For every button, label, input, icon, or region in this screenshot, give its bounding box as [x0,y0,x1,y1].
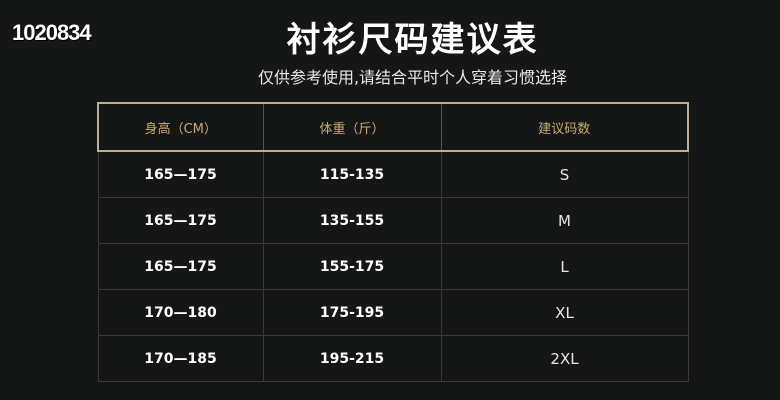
height-cell: 170—180 [97,289,264,336]
page-subtitle: 仅供参考使用,请结合平时个人穿着习惯选择 [257,68,568,87]
size-cell: S [440,150,689,198]
table-row: 165—175 135-155 M [97,197,689,244]
header-weight: 体重（斤） [262,102,442,152]
table-row: 170—180 175-195 XL [97,289,689,336]
height-cell: 165—175 [97,150,264,198]
weight-cell: 195-215 [262,335,442,382]
page-title: 衬衫尺码建议表 [286,20,539,60]
weight-cell: 135-155 [262,197,442,244]
table-row: 170—185 195-215 2XL [97,335,689,382]
height-cell: 165—175 [97,243,264,290]
table-row: 165—175 155-175 L [97,243,689,290]
weight-cell: 175-195 [262,289,442,336]
corner-number: 1020834 [12,20,92,45]
size-cell: M [440,197,689,244]
size-cell: 2XL [440,335,689,382]
height-cell: 170—185 [97,335,264,382]
table-row: 165—175 115-135 S [97,150,689,198]
size-cell: L [440,243,689,290]
weight-cell: 115-135 [262,150,442,198]
weight-cell: 155-175 [262,243,442,290]
header-size: 建议码数 [440,102,689,152]
size-table: 身高（CM） 体重（斤） 建议码数 165—175 115-135 S 165—175… [97,102,689,382]
header-height: 身高（CM） [97,102,264,152]
table-header-row: 身高（CM） 体重（斤） 建议码数 [97,102,689,152]
size-cell: XL [440,289,689,336]
height-cell: 165—175 [97,197,264,244]
